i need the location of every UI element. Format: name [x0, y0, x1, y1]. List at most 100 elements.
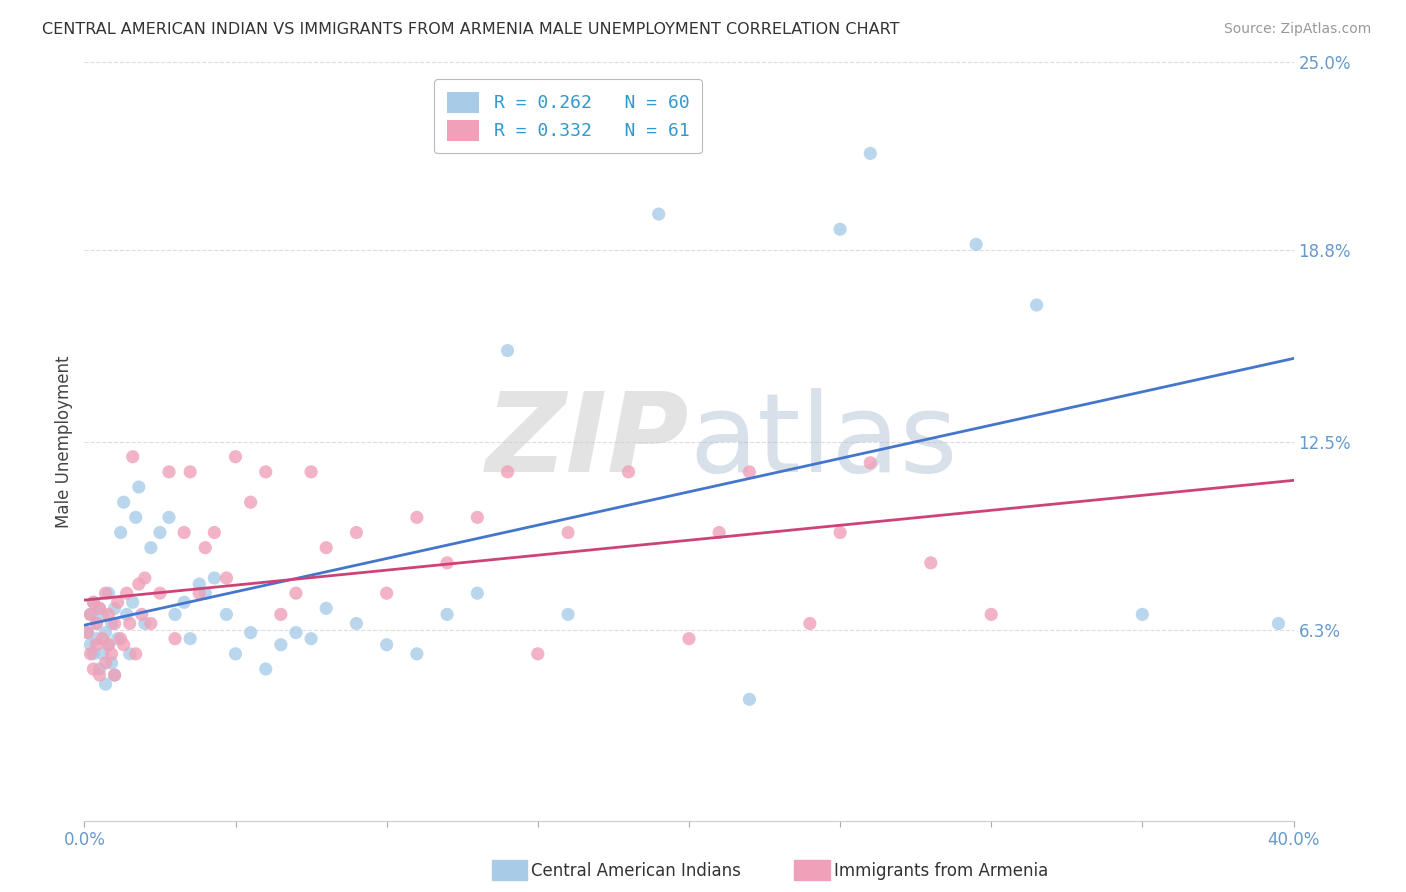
- Point: [375, 638, 398, 652]
- Point: [100, 616, 122, 631]
- Point: [157, 465, 180, 479]
- Text: atlas: atlas: [689, 388, 957, 495]
- Point: [97, 638, 120, 652]
- Point: [131, 607, 153, 622]
- Point: [89, 662, 111, 676]
- Point: [254, 465, 277, 479]
- Point: [86, 638, 108, 652]
- Point: [215, 571, 238, 585]
- Text: Source: ZipAtlas.com: Source: ZipAtlas.com: [1223, 22, 1371, 37]
- Point: [254, 662, 277, 676]
- Point: [76, 625, 98, 640]
- Point: [406, 510, 429, 524]
- Point: [134, 571, 156, 585]
- Point: [346, 616, 368, 631]
- Point: [110, 632, 132, 646]
- Point: [299, 465, 322, 479]
- Point: [188, 586, 211, 600]
- Point: [79, 638, 101, 652]
- Point: [118, 647, 141, 661]
- Point: [436, 607, 458, 622]
- Point: [965, 237, 987, 252]
- Point: [648, 207, 671, 221]
- Point: [859, 456, 882, 470]
- Point: [315, 601, 337, 615]
- Point: [738, 465, 761, 479]
- Point: [89, 601, 111, 615]
- Point: [115, 607, 138, 622]
- Point: [270, 638, 292, 652]
- Point: [128, 577, 150, 591]
- Point: [97, 586, 120, 600]
- Point: [112, 638, 135, 652]
- Point: [91, 647, 114, 661]
- Point: [830, 525, 852, 540]
- Point: [173, 595, 195, 609]
- Point: [91, 607, 114, 622]
- Point: [82, 662, 104, 676]
- Point: [118, 616, 141, 631]
- Point: [557, 607, 579, 622]
- Point: [557, 525, 579, 540]
- Point: [110, 525, 132, 540]
- Point: [82, 595, 104, 609]
- Point: [188, 577, 211, 591]
- Point: [1025, 298, 1047, 312]
- Point: [104, 668, 127, 682]
- Point: [225, 450, 247, 464]
- Point: [859, 146, 882, 161]
- Y-axis label: Male Unemployment: Male Unemployment: [55, 355, 73, 528]
- Text: CENTRAL AMERICAN INDIAN VS IMMIGRANTS FROM ARMENIA MALE UNEMPLOYMENT CORRELATION: CENTRAL AMERICAN INDIAN VS IMMIGRANTS FR…: [42, 22, 900, 37]
- Text: ZIP: ZIP: [485, 388, 689, 495]
- Point: [239, 625, 262, 640]
- Point: [94, 586, 117, 600]
- Point: [920, 556, 942, 570]
- Point: [100, 656, 122, 670]
- Point: [125, 510, 148, 524]
- Point: [94, 625, 117, 640]
- Point: [436, 556, 458, 570]
- Point: [107, 632, 129, 646]
- Point: [202, 525, 225, 540]
- Point: [82, 595, 104, 609]
- Point: [91, 632, 114, 646]
- Point: [82, 647, 104, 661]
- Point: [179, 632, 201, 646]
- Point: [1130, 607, 1153, 622]
- Point: [496, 465, 519, 479]
- Point: [79, 607, 101, 622]
- Point: [86, 616, 108, 631]
- Point: [299, 632, 322, 646]
- Point: [239, 495, 262, 509]
- Point: [346, 525, 368, 540]
- Point: [1267, 616, 1289, 631]
- Point: [173, 525, 195, 540]
- Point: [799, 616, 821, 631]
- Point: [107, 595, 129, 609]
- Point: [86, 616, 108, 631]
- Point: [139, 541, 162, 555]
- Point: [527, 647, 550, 661]
- Point: [97, 638, 120, 652]
- Point: [128, 480, 150, 494]
- Point: [97, 607, 120, 622]
- Point: [980, 607, 1002, 622]
- Point: [830, 222, 852, 236]
- Point: [225, 647, 247, 661]
- Point: [406, 647, 429, 661]
- Text: Immigrants from Armenia: Immigrants from Armenia: [834, 862, 1047, 880]
- Point: [94, 677, 117, 691]
- Point: [179, 465, 201, 479]
- Point: [125, 647, 148, 661]
- Point: [285, 625, 308, 640]
- Point: [165, 607, 187, 622]
- Point: [149, 525, 172, 540]
- Point: [202, 571, 225, 585]
- Point: [121, 595, 143, 609]
- Point: [157, 510, 180, 524]
- Point: [678, 632, 700, 646]
- Point: [121, 450, 143, 464]
- Legend: R = 0.262   N = 60, R = 0.332   N = 61: R = 0.262 N = 60, R = 0.332 N = 61: [434, 79, 702, 153]
- Point: [104, 668, 127, 682]
- Point: [79, 647, 101, 661]
